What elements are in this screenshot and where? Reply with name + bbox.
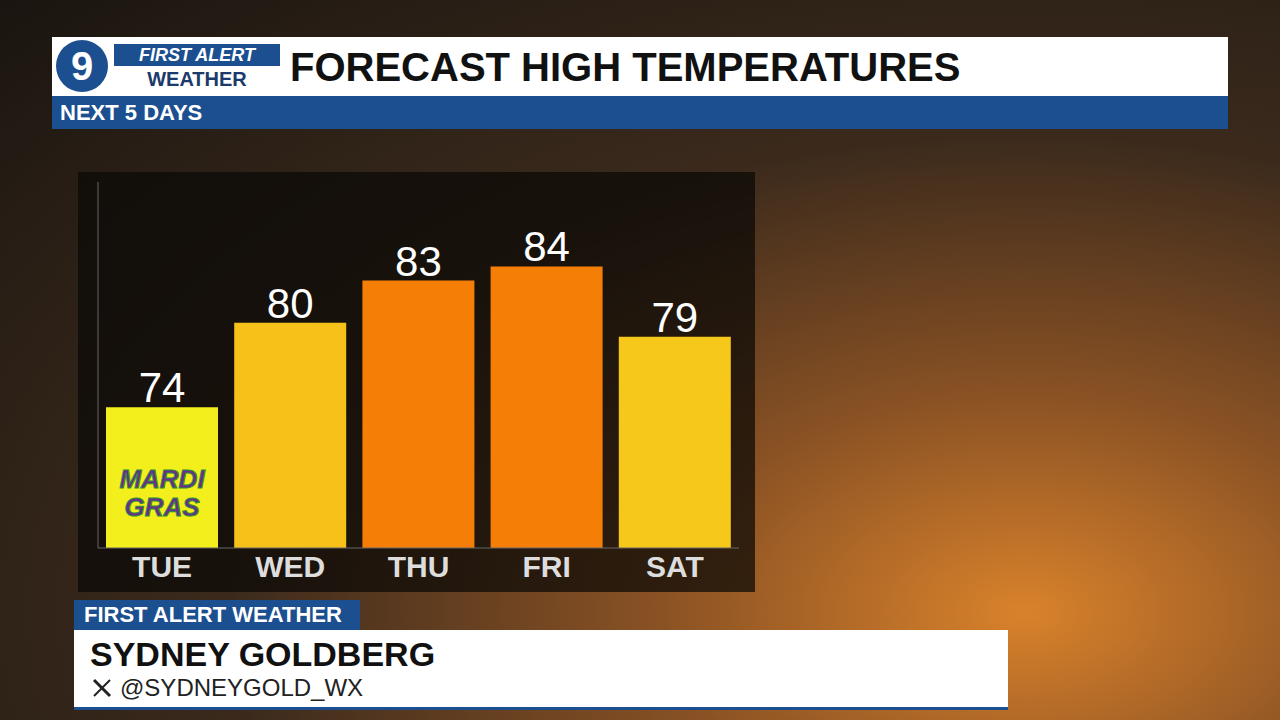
svg-text:79: 79	[651, 294, 698, 341]
svg-text:WED: WED	[255, 550, 325, 583]
svg-text:THU: THU	[388, 550, 450, 583]
svg-text:80: 80	[267, 280, 314, 327]
html-text:FIRST ALERT WEATHER: FIRST ALERT WEATHER	[84, 602, 342, 627]
html-text:WEATHER: WEATHER	[147, 68, 247, 90]
svg-text:GRAS: GRAS	[124, 492, 200, 522]
svg-text:83: 83	[395, 238, 442, 285]
html-text:9: 9	[70, 43, 94, 88]
svg-text:SAT: SAT	[646, 550, 704, 583]
svg-text:FRI: FRI	[523, 550, 571, 583]
svg-text:84: 84	[523, 223, 570, 270]
svg-text:TUE: TUE	[132, 550, 192, 583]
svg-text:MARDI: MARDI	[119, 464, 205, 494]
html-text:FIRST ALERT: FIRST ALERT	[139, 45, 255, 65]
html-text:@SYDNEYGOLD_WX: @SYDNEYGOLD_WX	[120, 674, 364, 701]
html-text:FORECAST HIGH TEMPERATURES: FORECAST HIGH TEMPERATURES	[290, 45, 961, 89]
html-text:NEXT 5 DAYS: NEXT 5 DAYS	[60, 100, 203, 125]
svg-text:74: 74	[139, 364, 186, 411]
html-text:SYDNEY GOLDBERG: SYDNEY GOLDBERG	[90, 635, 436, 673]
